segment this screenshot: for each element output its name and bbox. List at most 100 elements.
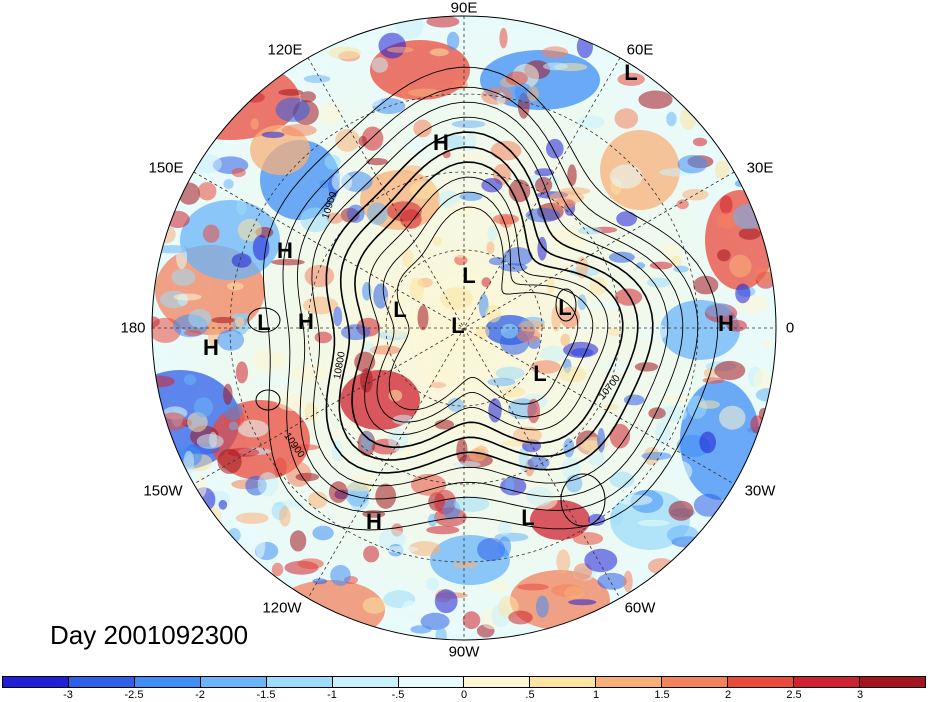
anomaly-speckle (152, 316, 160, 328)
pressure-center: L (451, 313, 465, 338)
height-contour (351, 161, 624, 449)
anomaly-speckle (541, 46, 569, 59)
anomaly-speckle (271, 562, 284, 577)
anomaly-speckle (729, 254, 752, 278)
anomaly-speckle (275, 97, 310, 122)
anomaly-speckle (717, 249, 731, 262)
anomaly-speckle (753, 368, 771, 393)
anomaly-speckle (540, 345, 567, 362)
anomaly-speckle (481, 277, 492, 288)
anomaly-speckle (698, 400, 720, 409)
anomaly-speckle (638, 90, 673, 109)
anomaly-speckle (231, 167, 246, 178)
anomaly-speckle (420, 612, 450, 631)
anomaly-speckle (154, 245, 189, 254)
anomaly-speckle (597, 572, 627, 590)
anomaly-speckle (572, 532, 604, 546)
pressure-center: L (521, 505, 535, 530)
anomaly-speckle (335, 128, 360, 152)
anomaly-speckle (673, 265, 689, 273)
colorbar-tick-label: -2 (195, 689, 205, 701)
anomaly-speckle (552, 226, 587, 251)
anomaly-speckle (314, 331, 332, 344)
anomaly-speckle (446, 31, 460, 50)
colorbar-cell (530, 677, 597, 687)
anomaly-speckle (417, 305, 429, 331)
anomaly-speckle (551, 305, 561, 332)
colorbar-cell (728, 677, 795, 687)
anomaly-speckle (363, 545, 380, 563)
anomaly-speckle (278, 89, 304, 96)
colorbar-cell (596, 677, 663, 687)
anomaly-speckle (304, 264, 335, 288)
pressure-center: H (298, 309, 314, 334)
anomaly-speckle (195, 474, 207, 498)
anomaly-speckle (577, 226, 603, 235)
colorbar-tick-label: 2.5 (786, 689, 802, 701)
anomaly-speckle (468, 448, 487, 462)
anomaly-speckle (457, 153, 487, 161)
anomaly-speckle (488, 257, 507, 266)
anomaly-speckle (508, 610, 533, 625)
anomaly-speckle (227, 528, 241, 543)
day-label: Day 2001092300 (50, 620, 249, 650)
anomaly-speckle (556, 549, 571, 574)
anomaly-speckle (440, 287, 474, 310)
anomaly-speckle (705, 302, 732, 318)
anomaly-speckle (252, 234, 270, 261)
anomaly-speckle (580, 307, 589, 331)
height-contour (282, 86, 699, 513)
anomaly-speckle (387, 46, 414, 53)
colorbar-tick-label: 1.5 (654, 689, 670, 701)
anomaly-speckle (295, 472, 320, 482)
anomaly-speckle (464, 132, 477, 151)
lon-label-150w: 150W (143, 482, 183, 500)
height-contour (263, 66, 719, 531)
anomaly-speckle (500, 323, 518, 339)
colorbar-cell (200, 677, 267, 687)
closed-contour (247, 307, 281, 333)
height-contour (376, 191, 594, 423)
anomaly-speckle (623, 570, 633, 593)
lon-label-30e: 30E (746, 159, 774, 177)
closed-contour (555, 288, 577, 322)
anomaly-speckle (159, 412, 187, 431)
anomaly-speckle (527, 456, 550, 470)
anomaly-speckle (255, 532, 266, 559)
anomaly-speckle (369, 345, 401, 355)
anomaly-speckle (543, 62, 568, 71)
anomaly-speckle (183, 374, 197, 386)
anomaly-speckle (584, 548, 618, 573)
anomaly-speckle (289, 530, 307, 552)
anomaly-speckle (459, 192, 483, 201)
colorbar-tick-label: -.5 (391, 689, 405, 701)
closed-contour (560, 473, 606, 527)
pressure-center: L (462, 263, 476, 288)
colorbar-cell (398, 677, 465, 687)
anomaly-speckle (235, 512, 269, 524)
anomaly-speckle (477, 537, 506, 562)
anomaly-speckle (693, 493, 724, 517)
anomaly-speckle (364, 88, 382, 107)
anomaly-speckle (228, 421, 239, 431)
anomaly-speckle (662, 395, 688, 402)
anomaly-speckle (401, 135, 424, 153)
anomaly-speckle (516, 328, 541, 343)
lon-label-180: 180 (120, 319, 146, 337)
height-contour (338, 146, 639, 461)
anomaly-speckle (452, 561, 478, 569)
anomaly-speckle (196, 433, 224, 449)
anomaly-speckle (666, 111, 677, 127)
anomaly-speckle (505, 71, 528, 86)
anomaly-speckle (276, 394, 310, 411)
anomaly-speckle (609, 164, 643, 189)
anomaly-speckle (375, 483, 397, 509)
anomaly-speckle (668, 500, 694, 521)
anomaly-speckle (193, 154, 222, 174)
anomaly-speckle (486, 241, 495, 254)
anomaly-speckle (388, 427, 409, 452)
anomaly-speckle (623, 394, 645, 406)
anomaly-speckle (552, 198, 576, 210)
anomaly-speckle (648, 407, 666, 420)
anomaly-speckle (447, 398, 464, 412)
